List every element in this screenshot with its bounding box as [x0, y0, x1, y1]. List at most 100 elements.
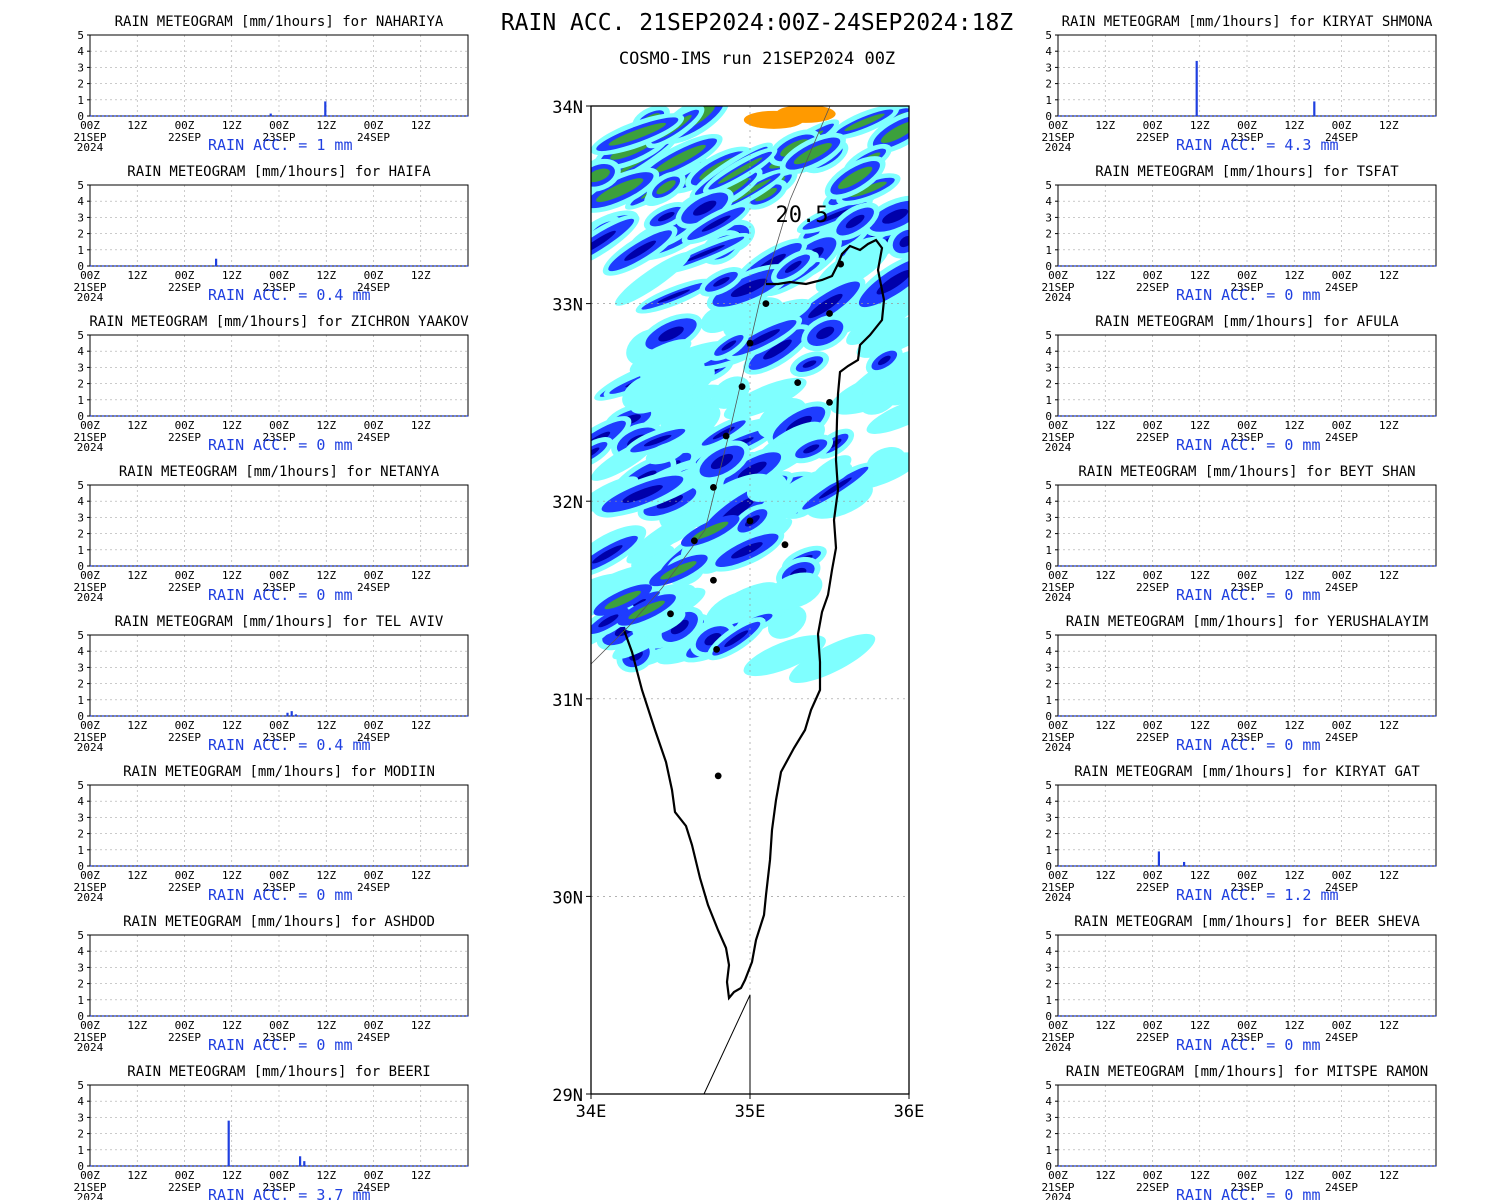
year-label: 2024	[77, 891, 104, 904]
day-label: 22SEP	[1136, 1181, 1169, 1194]
day-label: 21SEP	[73, 281, 106, 294]
y-tick-label: 5	[77, 179, 84, 192]
y-tick-label: 5	[1045, 1079, 1052, 1092]
panel-title: RAIN METEOGRAM [mm/1hours] for KIRYAT GA…	[1074, 764, 1420, 780]
precip-light-area	[768, 572, 823, 610]
y-tick-label: 4	[1045, 1095, 1052, 1108]
day-label: 22SEP	[168, 131, 201, 144]
x-tick-label: 12Z	[316, 569, 336, 582]
rain-bar	[299, 1156, 302, 1166]
year-label: 2024	[77, 591, 104, 604]
precip-strong-area	[693, 200, 717, 216]
y-tick-label: 5	[77, 1079, 84, 1092]
y-tick-label: 5	[77, 779, 84, 792]
x-tick-label: 00Z	[364, 719, 384, 732]
y-tick-label: 5	[77, 329, 84, 342]
city-marker	[714, 772, 722, 780]
x-tick-label: 12Z	[1095, 869, 1115, 882]
y-tick-label: 2	[77, 378, 84, 391]
city-marker	[837, 260, 845, 268]
precip-strong-area	[701, 215, 731, 232]
precip-strong-area	[686, 244, 725, 262]
rain-acc-label: RAIN ACC. = 0 mm	[1176, 286, 1321, 304]
x-tick-label: 00Z	[1237, 569, 1257, 582]
x-tick-label: 00Z	[269, 269, 289, 282]
x-tick-label: 12Z	[1379, 719, 1399, 732]
y-tick-label: 3	[1045, 961, 1052, 974]
main-subtitle: COSMO-IMS run 21SEP2024 00Z	[619, 49, 895, 69]
y-tick-label: 2	[1045, 378, 1052, 391]
rain-acc-label: RAIN ACC. = 1.2 mm	[1176, 886, 1339, 904]
day-label: 24SEP	[1325, 131, 1358, 144]
y-tick-label: 1	[77, 544, 84, 557]
day-label: 24SEP	[1325, 281, 1358, 294]
y-tick-label: 2	[77, 78, 84, 91]
lon-label: 36E	[894, 1102, 925, 1122]
y-tick-label: 3	[1045, 61, 1052, 74]
x-tick-label: 12Z	[316, 269, 336, 282]
x-tick-label: 12Z	[411, 119, 431, 132]
y-tick-label: 5	[77, 29, 84, 42]
x-tick-label: 12Z	[1095, 569, 1115, 582]
precip-light-area	[629, 339, 692, 375]
x-tick-label: 00Z	[1237, 119, 1257, 132]
x-tick-label: 12Z	[1379, 1169, 1399, 1182]
x-tick-label: 12Z	[1379, 269, 1399, 282]
day-label: 22SEP	[1136, 731, 1169, 744]
year-label: 2024	[77, 141, 104, 154]
city-marker	[746, 517, 754, 525]
x-tick-label: 12Z	[1284, 569, 1304, 582]
precip-heavy-area	[596, 178, 644, 203]
x-tick-label: 00Z	[1048, 119, 1068, 132]
y-tick-label: 2	[1045, 678, 1052, 691]
day-label: 24SEP	[357, 581, 390, 594]
panel-title: RAIN METEOGRAM [mm/1hours] for KIRYAT SH…	[1062, 14, 1433, 30]
year-label: 2024	[1045, 1041, 1072, 1054]
y-tick-label: 5	[77, 479, 84, 492]
meteogram-panel: RAIN METEOGRAM [mm/1hours] for YERUSHALA…	[1041, 614, 1437, 754]
panel-title: RAIN METEOGRAM [mm/1hours] for MODIIN	[123, 764, 435, 780]
y-tick-label: 4	[1045, 195, 1052, 208]
x-tick-label: 00Z	[80, 719, 100, 732]
x-tick-label: 12Z	[411, 569, 431, 582]
y-tick-label: 4	[1045, 345, 1052, 358]
y-tick-label: 4	[1045, 945, 1052, 958]
x-tick-label: 00Z	[1237, 1019, 1257, 1032]
day-label: 24SEP	[1325, 431, 1358, 444]
x-tick-label: 12Z	[222, 569, 242, 582]
precip-light-area	[705, 591, 756, 629]
precip-strong-area	[899, 235, 909, 248]
precip-heavy-area	[604, 590, 642, 610]
y-tick-label: 3	[1045, 1111, 1052, 1124]
lat-label: 34N	[552, 98, 583, 118]
precip-light-area	[630, 360, 705, 414]
rain-bar	[294, 714, 297, 716]
lat-label: 32N	[552, 493, 583, 513]
x-tick-label: 12Z	[222, 1019, 242, 1032]
rain-bar	[1183, 861, 1186, 866]
day-label: 21SEP	[1041, 581, 1074, 594]
day-label: 23SEP	[1230, 581, 1263, 594]
year-label: 2024	[77, 291, 104, 304]
day-label: 21SEP	[73, 1181, 106, 1194]
y-tick-label: 4	[77, 945, 84, 958]
x-tick-label: 12Z	[222, 419, 242, 432]
x-tick-label: 12Z	[1284, 119, 1304, 132]
meteogram-panel: RAIN METEOGRAM [mm/1hours] for TSFAT 5 4 3 2…	[1041, 164, 1437, 304]
precip-strong-area	[730, 278, 768, 298]
precip-strong-area	[818, 208, 851, 223]
day-label: 23SEP	[1230, 881, 1263, 894]
day-label: 24SEP	[357, 1031, 390, 1044]
precip-strong-area	[737, 461, 767, 480]
x-tick-label: 00Z	[1237, 269, 1257, 282]
x-tick-label: 00Z	[1143, 419, 1163, 432]
x-tick-label: 12Z	[127, 269, 147, 282]
y-tick-label: 3	[77, 811, 84, 824]
precip-light-area	[846, 284, 909, 346]
y-tick-label: 1	[1045, 1144, 1052, 1157]
precip-strong-area	[763, 339, 792, 360]
x-tick-label: 12Z	[1379, 419, 1399, 432]
day-label: 21SEP	[1041, 431, 1074, 444]
panel-title: RAIN METEOGRAM [mm/1hours] for MITSPE RA…	[1066, 1064, 1428, 1080]
